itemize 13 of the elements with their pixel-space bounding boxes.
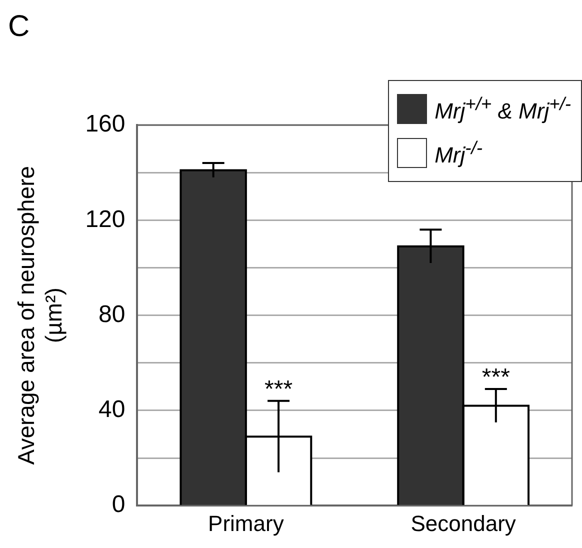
- y-tick-label: 120: [85, 206, 126, 233]
- legend-label: Mrj$^{+/+}$ & Mrj$^{+/-}$: [434, 93, 571, 125]
- legend-label: Mrj$^{-/-}$: [434, 137, 482, 169]
- y-tick-label: 40: [98, 396, 126, 424]
- y-tick-label: 0: [112, 491, 126, 518]
- y-axis-title: Average area of neurosphere (µm²): [13, 166, 67, 465]
- annotation: ***: [482, 364, 510, 392]
- y-tick-label: 160: [85, 110, 126, 138]
- x-tick-label: Secondary: [410, 510, 516, 536]
- annotation: ***: [264, 376, 293, 403]
- y-tick-label: 80: [98, 300, 126, 328]
- text: C: [8, 10, 30, 44]
- x-tick-label: Primary: [208, 510, 284, 536]
